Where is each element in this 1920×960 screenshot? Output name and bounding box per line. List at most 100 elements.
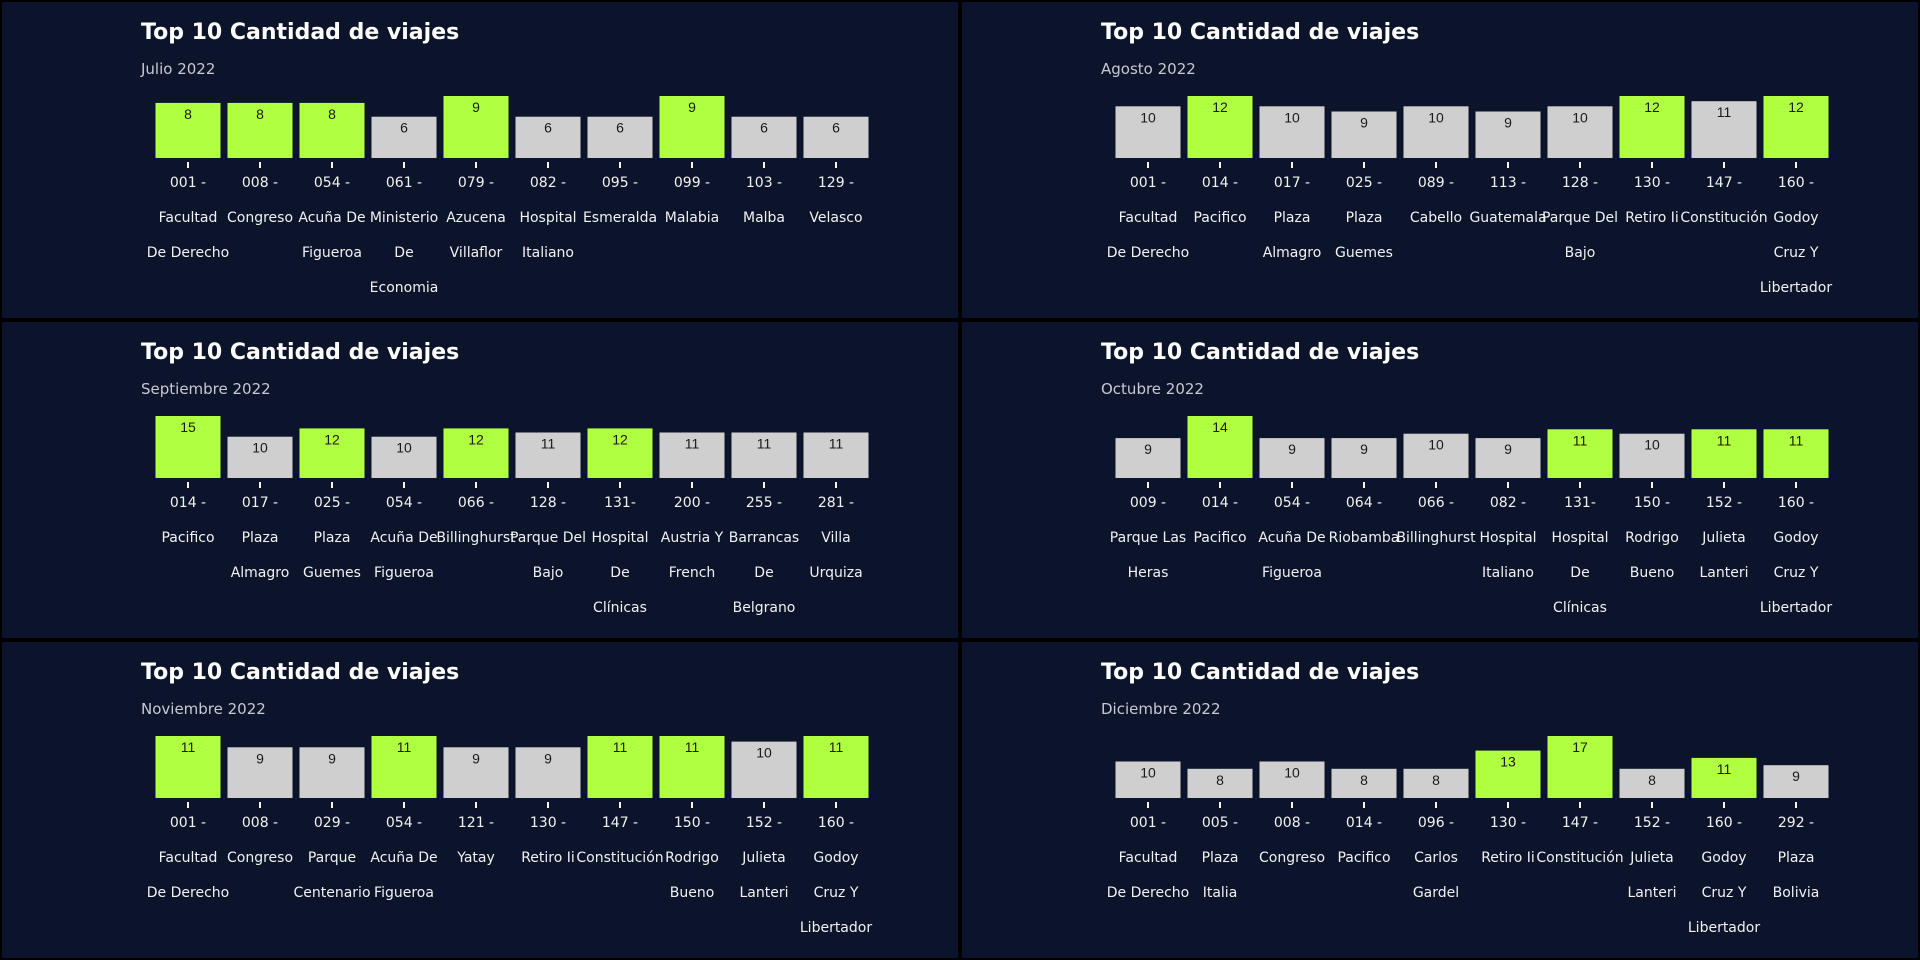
x-tick-label: Pacifico: [1193, 210, 1246, 226]
x-tick-label: Villaflor: [450, 245, 503, 261]
x-tick-label: Acuña De: [298, 210, 365, 226]
x-tick-label: Economia: [370, 280, 439, 296]
x-tick-label: 061 -: [386, 175, 422, 191]
chart-panel: Top 10 Cantidad de viajes Noviembre 2022 1…: [1, 641, 959, 959]
x-tick-label: Esmeralda: [583, 210, 657, 226]
x-tick-label: Belgrano: [733, 600, 796, 616]
x-tick-label: 292 -: [1778, 815, 1814, 831]
chart-subtitle: Julio 2022: [141, 60, 216, 78]
bar: [1475, 750, 1541, 798]
bar: [659, 96, 725, 158]
bar-value-label: 11: [829, 436, 844, 452]
chart-title: Top 10 Cantidad de viajes: [141, 20, 460, 45]
x-tick-label: 054 -: [1274, 495, 1310, 511]
x-tick-label: Plaza: [1202, 850, 1239, 866]
x-tick-label: 150 -: [1634, 495, 1670, 511]
x-tick-label: 099 -: [674, 175, 710, 191]
bar: [1763, 96, 1829, 158]
x-tick-label: Malba: [743, 210, 785, 226]
bar-value-label: 9: [688, 99, 696, 115]
bar: [443, 96, 509, 158]
bar-value-label: 11: [1573, 432, 1588, 448]
x-tick-label: 128 -: [1562, 175, 1598, 191]
bar: [731, 741, 797, 798]
bar: [1187, 96, 1253, 158]
x-tick-label: 066 -: [1418, 495, 1454, 511]
x-tick-label: Pacifico: [1193, 530, 1246, 546]
chart-panel: Top 10 Cantidad de viajes Diciembre 2022 1…: [961, 641, 1919, 959]
x-tick-label: 089 -: [1418, 175, 1454, 191]
x-tick-label: De Derecho: [147, 245, 229, 261]
bar-value-label: 14: [1212, 419, 1228, 435]
x-tick-label: Pacifico: [1337, 850, 1390, 866]
x-tick-label: 054 -: [314, 175, 350, 191]
x-tick-label: 255 -: [746, 495, 782, 511]
x-tick-label: 079 -: [458, 175, 494, 191]
bar: [587, 736, 653, 798]
chart-title: Top 10 Cantidad de viajes: [1101, 660, 1420, 685]
x-tick-label: Plaza: [1274, 210, 1311, 226]
x-tick-label: Figueroa: [1262, 565, 1322, 581]
x-tick-label: De Derecho: [1107, 885, 1189, 901]
x-tick-label: 130 -: [1490, 815, 1526, 831]
x-tick-label: Hospital: [519, 210, 576, 226]
x-tick-label: Libertador: [1760, 600, 1832, 616]
chart-subtitle: Noviembre 2022: [141, 700, 266, 718]
bar-value-label: 9: [1792, 768, 1800, 784]
x-tick-label: 160 -: [1706, 815, 1742, 831]
x-tick-label: Italiano: [1482, 565, 1534, 581]
chart-title: Top 10 Cantidad de viajes: [1101, 340, 1420, 365]
bar-value-label: 12: [1788, 99, 1804, 115]
x-tick-label: Retiro Ii: [1481, 850, 1535, 866]
x-tick-label: Julieta: [1701, 530, 1745, 546]
bar: [299, 102, 365, 158]
bar-value-label: 9: [544, 750, 552, 766]
x-tick-label: Bueno: [670, 885, 715, 901]
x-tick-label: 131-: [1564, 495, 1596, 511]
bar-value-label: 8: [1216, 772, 1224, 788]
bar: [587, 116, 653, 158]
x-tick-label: De Derecho: [1107, 245, 1189, 261]
x-tick-label: Carlos: [1414, 850, 1458, 866]
bar: [1331, 111, 1397, 158]
bar-value-label: 9: [472, 99, 480, 115]
bar: [1115, 438, 1181, 478]
bar-value-label: 11: [613, 739, 628, 755]
x-tick-label: Cruz Y: [814, 885, 859, 901]
x-tick-label: Plaza: [1346, 210, 1383, 226]
bar-value-label: 8: [1360, 772, 1368, 788]
chart-panel: Top 10 Cantidad de viajes Agosto 2022 10 00…: [961, 1, 1919, 319]
bar-value-label: 11: [397, 739, 412, 755]
x-tick-label: Lanteri: [1700, 565, 1749, 581]
x-tick-label: Congreso: [227, 850, 293, 866]
x-tick-label: 160 -: [1778, 175, 1814, 191]
x-tick-label: 152 -: [1634, 815, 1670, 831]
x-tick-label: Retiro Ii: [521, 850, 575, 866]
bar: [803, 736, 869, 798]
x-tick-label: 160 -: [1778, 495, 1814, 511]
bar: [1115, 106, 1181, 158]
bar-chart: 15 014 - Pacifico 10 017 - Plaza Almagro 12 025 …: [155, 416, 869, 616]
bar: [155, 416, 221, 478]
bar: [1403, 433, 1469, 478]
x-tick-label: Facultad: [1119, 850, 1178, 866]
x-tick-label: 025 -: [314, 495, 350, 511]
x-tick-label: Pacifico: [161, 530, 214, 546]
chart-panel: Top 10 Cantidad de viajes Octubre 2022 9 00…: [961, 321, 1919, 639]
bar-value-label: 15: [180, 419, 196, 435]
bar: [227, 747, 293, 798]
x-tick-label: 064 -: [1346, 495, 1382, 511]
bar: [1619, 768, 1685, 798]
x-tick-label: 017 -: [242, 495, 278, 511]
bar: [299, 747, 365, 798]
bar-value-label: 6: [760, 120, 768, 136]
x-tick-label: Constitución: [576, 850, 663, 866]
chart-subtitle: Septiembre 2022: [141, 380, 271, 398]
x-tick-label: Bajo: [533, 565, 564, 581]
x-tick-label: Godoy: [813, 850, 858, 866]
x-tick-label: Austria Y: [661, 530, 724, 546]
x-tick-label: 131-: [604, 495, 636, 511]
bar-value-label: 12: [1644, 99, 1660, 115]
x-tick-label: Riobamba: [1329, 530, 1400, 546]
x-tick-label: Villa: [821, 530, 851, 546]
